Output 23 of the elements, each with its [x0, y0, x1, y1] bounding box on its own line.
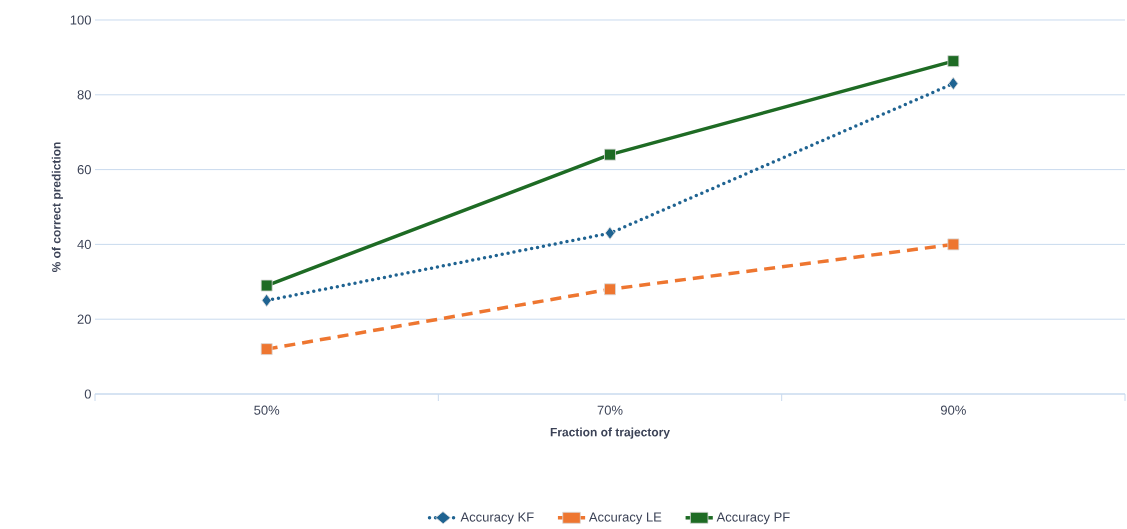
point — [947, 55, 960, 68]
x-axis-title: Fraction of trajectory — [550, 427, 670, 439]
point — [604, 283, 616, 296]
x-tick-label: 90% — [940, 405, 966, 415]
y-tick-label: 100 — [70, 15, 91, 25]
x-tick-label: 50% — [254, 405, 280, 415]
point — [948, 77, 959, 90]
point — [261, 294, 272, 307]
point — [260, 343, 273, 356]
point — [604, 148, 616, 161]
point — [605, 226, 615, 240]
legend-label: Accuracy PF — [716, 512, 790, 525]
y-tick-label: 0 — [84, 389, 91, 399]
legend-label: Accuracy LE — [588, 512, 662, 525]
point — [260, 279, 273, 292]
legend-label: Accuracy KF — [460, 512, 534, 525]
y-tick-label: 40 — [77, 239, 91, 249]
point — [947, 238, 960, 251]
y-tick-label: 20 — [77, 314, 91, 324]
x-tick-label: 70% — [597, 405, 623, 415]
y-tick-label: 60 — [77, 164, 91, 175]
y-axis-title: % of correct prediction — [51, 142, 63, 273]
y-tick-label: 80 — [77, 90, 91, 100]
